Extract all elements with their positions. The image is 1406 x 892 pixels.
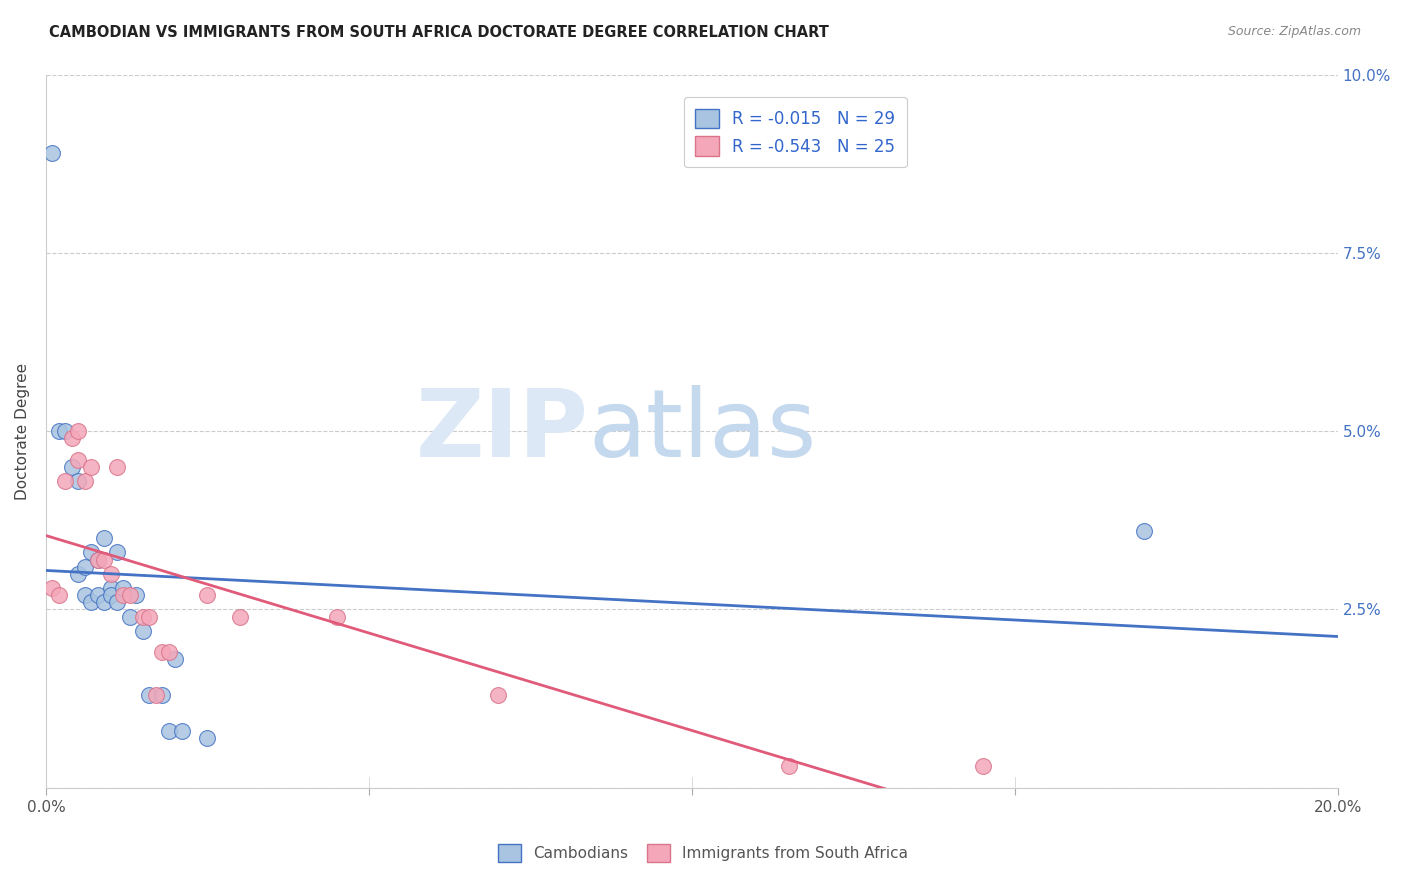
Point: [67, 424, 90, 438]
Point: [80, 459, 103, 474]
Point: [100, 588, 122, 602]
Point: [138, 688, 160, 702]
Legend: Cambodians, Immigrants from South Africa: Cambodians, Immigrants from South Africa: [492, 838, 914, 868]
Point: [118, 588, 141, 602]
Point: [73, 588, 96, 602]
Point: [86, 552, 108, 566]
Point: [60, 431, 83, 445]
Point: [145, 688, 167, 702]
Text: atlas: atlas: [589, 385, 817, 477]
Point: [53, 474, 76, 488]
Point: [86, 588, 108, 602]
Point: [53, 424, 76, 438]
Point: [112, 581, 135, 595]
Point: [100, 566, 122, 581]
Point: [48, 424, 70, 438]
Point: [170, 723, 193, 738]
Point: [41, 145, 63, 160]
Point: [150, 688, 173, 702]
Point: [41, 581, 63, 595]
Point: [73, 559, 96, 574]
Point: [1133, 524, 1156, 538]
Point: [67, 566, 90, 581]
Point: [100, 581, 122, 595]
Point: [73, 474, 96, 488]
Point: [105, 545, 128, 559]
Point: [80, 595, 103, 609]
Point: [105, 459, 128, 474]
Point: [93, 552, 115, 566]
Point: [157, 723, 180, 738]
Point: [132, 624, 155, 638]
Legend: R = -0.015   N = 29, R = -0.543   N = 25: R = -0.015 N = 29, R = -0.543 N = 25: [683, 97, 907, 168]
Y-axis label: Doctorate Degree: Doctorate Degree: [15, 362, 30, 500]
Point: [67, 452, 90, 467]
Point: [125, 588, 148, 602]
Point: [105, 595, 128, 609]
Text: Source: ZipAtlas.com: Source: ZipAtlas.com: [1227, 25, 1361, 38]
Point: [157, 645, 180, 659]
Point: [80, 545, 103, 559]
Point: [138, 609, 160, 624]
Text: ZIP: ZIP: [416, 385, 589, 477]
Point: [150, 645, 173, 659]
Point: [325, 609, 347, 624]
Point: [93, 531, 115, 545]
Point: [132, 609, 155, 624]
Point: [112, 588, 135, 602]
Point: [778, 759, 800, 773]
Point: [60, 459, 83, 474]
Point: [197, 588, 219, 602]
Point: [67, 474, 90, 488]
Point: [48, 588, 70, 602]
Point: [93, 595, 115, 609]
Point: [118, 609, 141, 624]
Point: [197, 731, 219, 745]
Point: [486, 688, 509, 702]
Point: [229, 609, 252, 624]
Point: [86, 552, 108, 566]
Text: CAMBODIAN VS IMMIGRANTS FROM SOUTH AFRICA DOCTORATE DEGREE CORRELATION CHART: CAMBODIAN VS IMMIGRANTS FROM SOUTH AFRIC…: [49, 25, 830, 40]
Point: [165, 652, 187, 666]
Point: [972, 759, 994, 773]
